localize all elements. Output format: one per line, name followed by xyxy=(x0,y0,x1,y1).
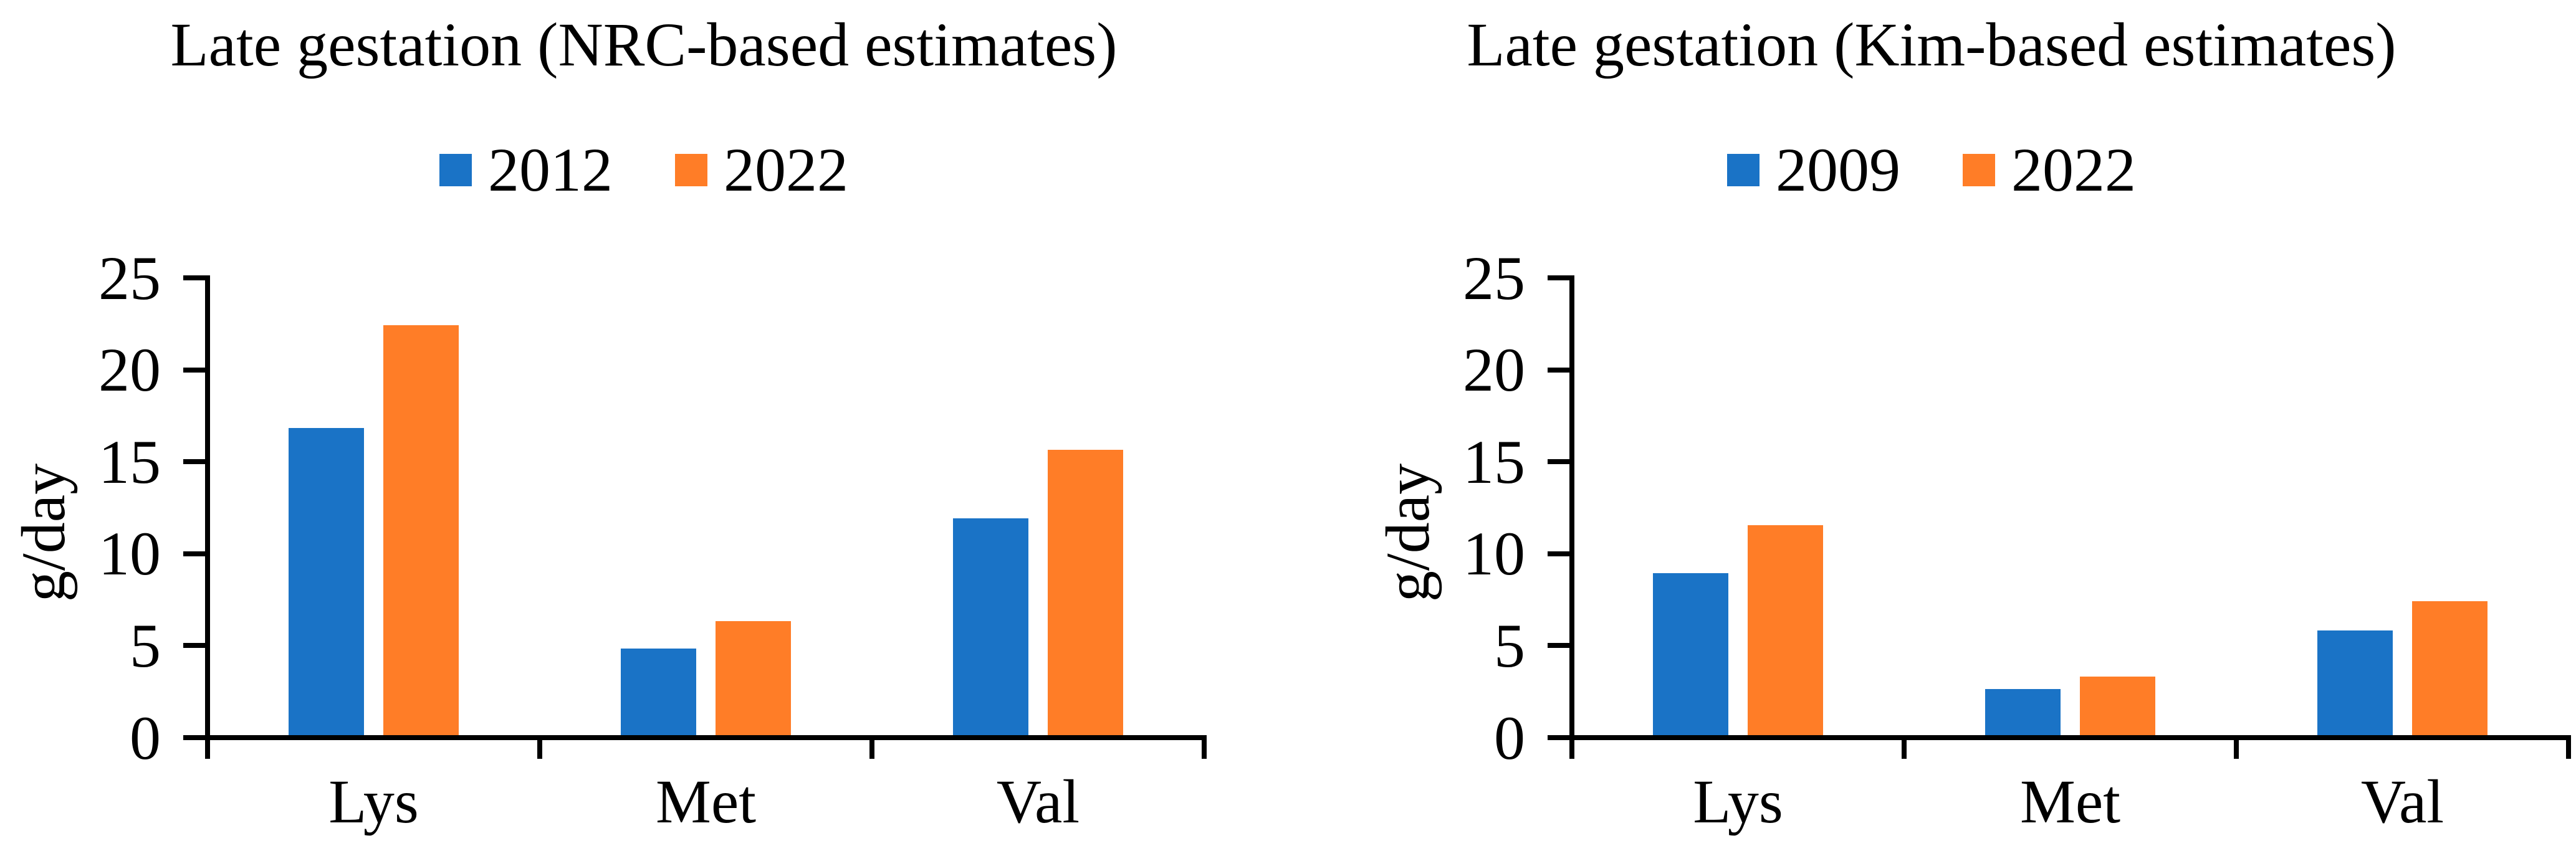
category-label: Lys xyxy=(328,767,419,836)
y-tick xyxy=(1548,643,1572,649)
y-tick xyxy=(183,551,208,556)
legend-label: 2009 xyxy=(1776,135,1900,204)
y-tick-label: 5 xyxy=(1494,611,1525,680)
y-tick-label: 20 xyxy=(1463,335,1525,405)
bar-2022-Met xyxy=(2080,676,2155,735)
category-tick xyxy=(1202,735,1207,759)
category-tick xyxy=(869,735,874,759)
legend-label: 2022 xyxy=(2011,135,2136,204)
y-tick-label: 0 xyxy=(1494,703,1525,773)
legend-swatch-blue xyxy=(439,154,472,186)
category-label: Met xyxy=(2019,767,2121,836)
category-tick xyxy=(1569,735,1574,759)
category-tick xyxy=(2566,735,2571,759)
category-tick xyxy=(1902,735,1907,759)
category-label: Met xyxy=(655,767,757,836)
legend-item: 2022 xyxy=(675,136,848,204)
y-axis-line xyxy=(1569,275,1574,740)
chart-panel-left: Late gestation (NRC-based estimates) 201… xyxy=(0,10,1288,836)
category-label: Lys xyxy=(1693,767,1783,836)
chart-title: Late gestation (Kim-based estimates) xyxy=(1467,10,2396,79)
bar-2022-Met xyxy=(716,621,791,735)
legend-swatch-blue xyxy=(1727,154,1760,186)
y-tick xyxy=(1548,367,1572,373)
legend: 2012 2022 xyxy=(0,136,1288,204)
y-tick-label: 25 xyxy=(1463,243,1525,313)
bar-2012-Met xyxy=(621,649,696,735)
bar-2012-Lys xyxy=(289,428,364,735)
x-axis-line xyxy=(205,735,1207,740)
y-tick-label: 0 xyxy=(130,703,161,773)
y-tick-label: 15 xyxy=(98,427,161,497)
bar-2022-Val xyxy=(1048,450,1123,735)
y-tick xyxy=(1548,551,1572,556)
bar-2009-Val xyxy=(2317,630,2393,735)
y-tick xyxy=(183,735,208,740)
y-tick xyxy=(1548,735,1572,740)
legend-item: 2012 xyxy=(439,136,613,204)
y-tick-label: 15 xyxy=(1463,427,1525,497)
category-label: Val xyxy=(2360,767,2444,836)
bar-2009-Lys xyxy=(1653,573,1728,735)
x-axis-line xyxy=(1569,735,2571,740)
y-tick-label: 5 xyxy=(130,611,161,680)
y-tick-label: 10 xyxy=(1463,519,1525,589)
category-tick xyxy=(2234,735,2239,759)
category-tick xyxy=(205,735,210,759)
legend-swatch-orange xyxy=(675,154,707,186)
y-tick-label: 20 xyxy=(98,335,161,405)
y-tick xyxy=(183,643,208,649)
bar-2012-Val xyxy=(953,518,1028,735)
y-tick-label: 25 xyxy=(98,243,161,313)
bar-2022-Val xyxy=(2412,601,2487,735)
legend-item: 2009 xyxy=(1727,136,1900,204)
category-tick xyxy=(537,735,542,759)
y-tick xyxy=(183,275,208,280)
legend-label: 2012 xyxy=(488,135,613,204)
plot-area: 0 5 10 15 20 25 Lys Met Val xyxy=(1288,0,2575,856)
bar-2022-Lys xyxy=(383,325,459,735)
category-label: Val xyxy=(996,767,1080,836)
y-tick xyxy=(183,367,208,373)
plot-area: 0 5 10 15 20 25 Lys Met Val xyxy=(98,243,1207,836)
chart-title: Late gestation (NRC-based estimates) xyxy=(170,10,1118,79)
chart-panel-right: Late gestation (Kim-based estimates) 200… xyxy=(1288,0,2575,856)
y-tick xyxy=(183,459,208,465)
y-tick xyxy=(1548,459,1572,465)
y-tick xyxy=(1548,275,1572,280)
bar-2022-Lys xyxy=(1748,525,1823,735)
bar-2009-Met xyxy=(1985,689,2061,735)
legend: 2009 2022 xyxy=(1288,136,2575,204)
legend-swatch-orange xyxy=(1963,154,1995,186)
y-tick-label: 10 xyxy=(98,519,161,589)
y-axis-line xyxy=(205,275,210,740)
legend-label: 2022 xyxy=(724,135,848,204)
legend-item: 2022 xyxy=(1963,136,2136,204)
